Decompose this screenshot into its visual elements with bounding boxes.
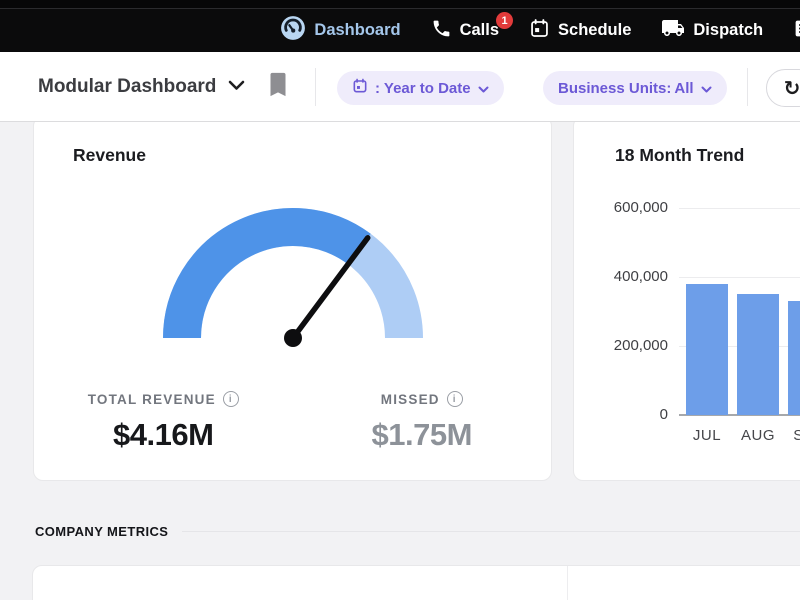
- nav-item-schedule[interactable]: Schedule: [529, 18, 631, 44]
- info-icon[interactable]: i: [223, 391, 239, 407]
- date-range-filter-pill[interactable]: : Year to Date: [337, 71, 504, 105]
- total-revenue-label: TOTAL REVENUE: [88, 392, 216, 407]
- trend-card: 18 Month Trend 0 200,000 400,000 600,000 JUL…: [573, 122, 800, 481]
- nav-label-dashboard: Dashboard: [314, 21, 400, 39]
- info-icon[interactable]: i: [447, 391, 463, 407]
- calendar-icon: [529, 18, 550, 44]
- calls-badge: 1: [496, 12, 513, 29]
- nav-label-calls: Calls: [460, 21, 499, 39]
- revenue-gauge: [143, 183, 443, 361]
- section-rule: [182, 531, 800, 532]
- chevron-down-icon[interactable]: [228, 78, 245, 96]
- toolbar-divider: [747, 68, 748, 106]
- trend-bar-aug[interactable]: [737, 294, 779, 415]
- x-tick-label: AUG: [737, 427, 779, 444]
- trend-card-title: 18 Month Trend: [615, 145, 744, 166]
- window-top-strip: [0, 0, 800, 9]
- y-gridline: [679, 208, 800, 209]
- nav-item-calls[interactable]: Calls 1: [431, 18, 499, 44]
- bookmark-icon[interactable]: [268, 71, 288, 103]
- total-revenue-value: $4.16M: [113, 417, 213, 453]
- y-tick-label: 400,000: [574, 268, 668, 285]
- dashboard-content: Revenue TOTAL REVENUE i $4.16M MISSED i …: [0, 122, 800, 600]
- refresh-button[interactable]: ↻: [766, 69, 800, 107]
- business-units-filter-value: All: [674, 80, 693, 97]
- trend-bar-sep[interactable]: [788, 301, 800, 415]
- gauge-icon: [280, 15, 306, 46]
- nav-item-dispatch[interactable]: Dispatch: [661, 16, 763, 45]
- y-tick-label: 600,000: [574, 199, 668, 216]
- business-units-filter-pill[interactable]: Business Units: All: [543, 71, 727, 105]
- revenue-card-title: Revenue: [73, 145, 146, 166]
- nav-label-dispatch: Dispatch: [693, 21, 763, 39]
- y-tick-label: 0: [574, 406, 668, 423]
- date-range-filter-label: : Year to Date: [375, 80, 471, 97]
- stat-missed: MISSED i $1.75M: [293, 391, 552, 453]
- clipboard-icon: [793, 18, 800, 44]
- nav-items: Dashboard Calls 1: [0, 9, 800, 52]
- dashboard-title[interactable]: Modular Dashboard: [38, 76, 216, 98]
- refresh-icon: ↻: [784, 76, 800, 101]
- revenue-card: Revenue TOTAL REVENUE i $4.16M MISSED i …: [33, 122, 552, 481]
- truck-icon: [661, 16, 685, 45]
- trend-bar-jul[interactable]: [686, 284, 728, 415]
- toolbar-divider: [315, 68, 316, 106]
- company-metrics-card: [32, 565, 800, 600]
- y-gridline: [679, 277, 800, 278]
- revenue-stats-row: TOTAL REVENUE i $4.16M MISSED i $1.75M: [34, 391, 551, 453]
- phone-icon: [431, 18, 452, 44]
- stat-total-revenue: TOTAL REVENUE i $4.16M: [34, 391, 293, 453]
- x-tick-label: JUL: [686, 427, 728, 444]
- nav-label-schedule: Schedule: [558, 21, 631, 39]
- calendar-icon: [352, 78, 368, 98]
- chevron-down-icon: [701, 80, 712, 97]
- gauge-hub: [284, 329, 302, 347]
- company-metrics-header: COMPANY METRICS: [35, 524, 800, 539]
- nav-item-dashboard[interactable]: Dashboard: [280, 15, 400, 46]
- x-tick-label: SEP: [788, 427, 800, 444]
- business-units-filter-label: Business Units:: [558, 80, 671, 97]
- trend-chart: 0200,000400,000600,000JULAUGSEP: [574, 208, 800, 415]
- company-metrics-title: COMPANY METRICS: [35, 524, 168, 539]
- dashboard-toolbar: Modular Dashboard : Year to Date Busines…: [0, 52, 800, 122]
- missed-label: MISSED: [381, 392, 440, 407]
- nav-item-clipped[interactable]: A: [793, 18, 800, 44]
- missed-value: $1.75M: [372, 417, 472, 453]
- chevron-down-icon: [478, 80, 489, 97]
- y-tick-label: 200,000: [574, 337, 668, 354]
- top-nav-bar: Dashboard Calls 1: [0, 0, 800, 52]
- metrics-card-divider: [567, 566, 568, 600]
